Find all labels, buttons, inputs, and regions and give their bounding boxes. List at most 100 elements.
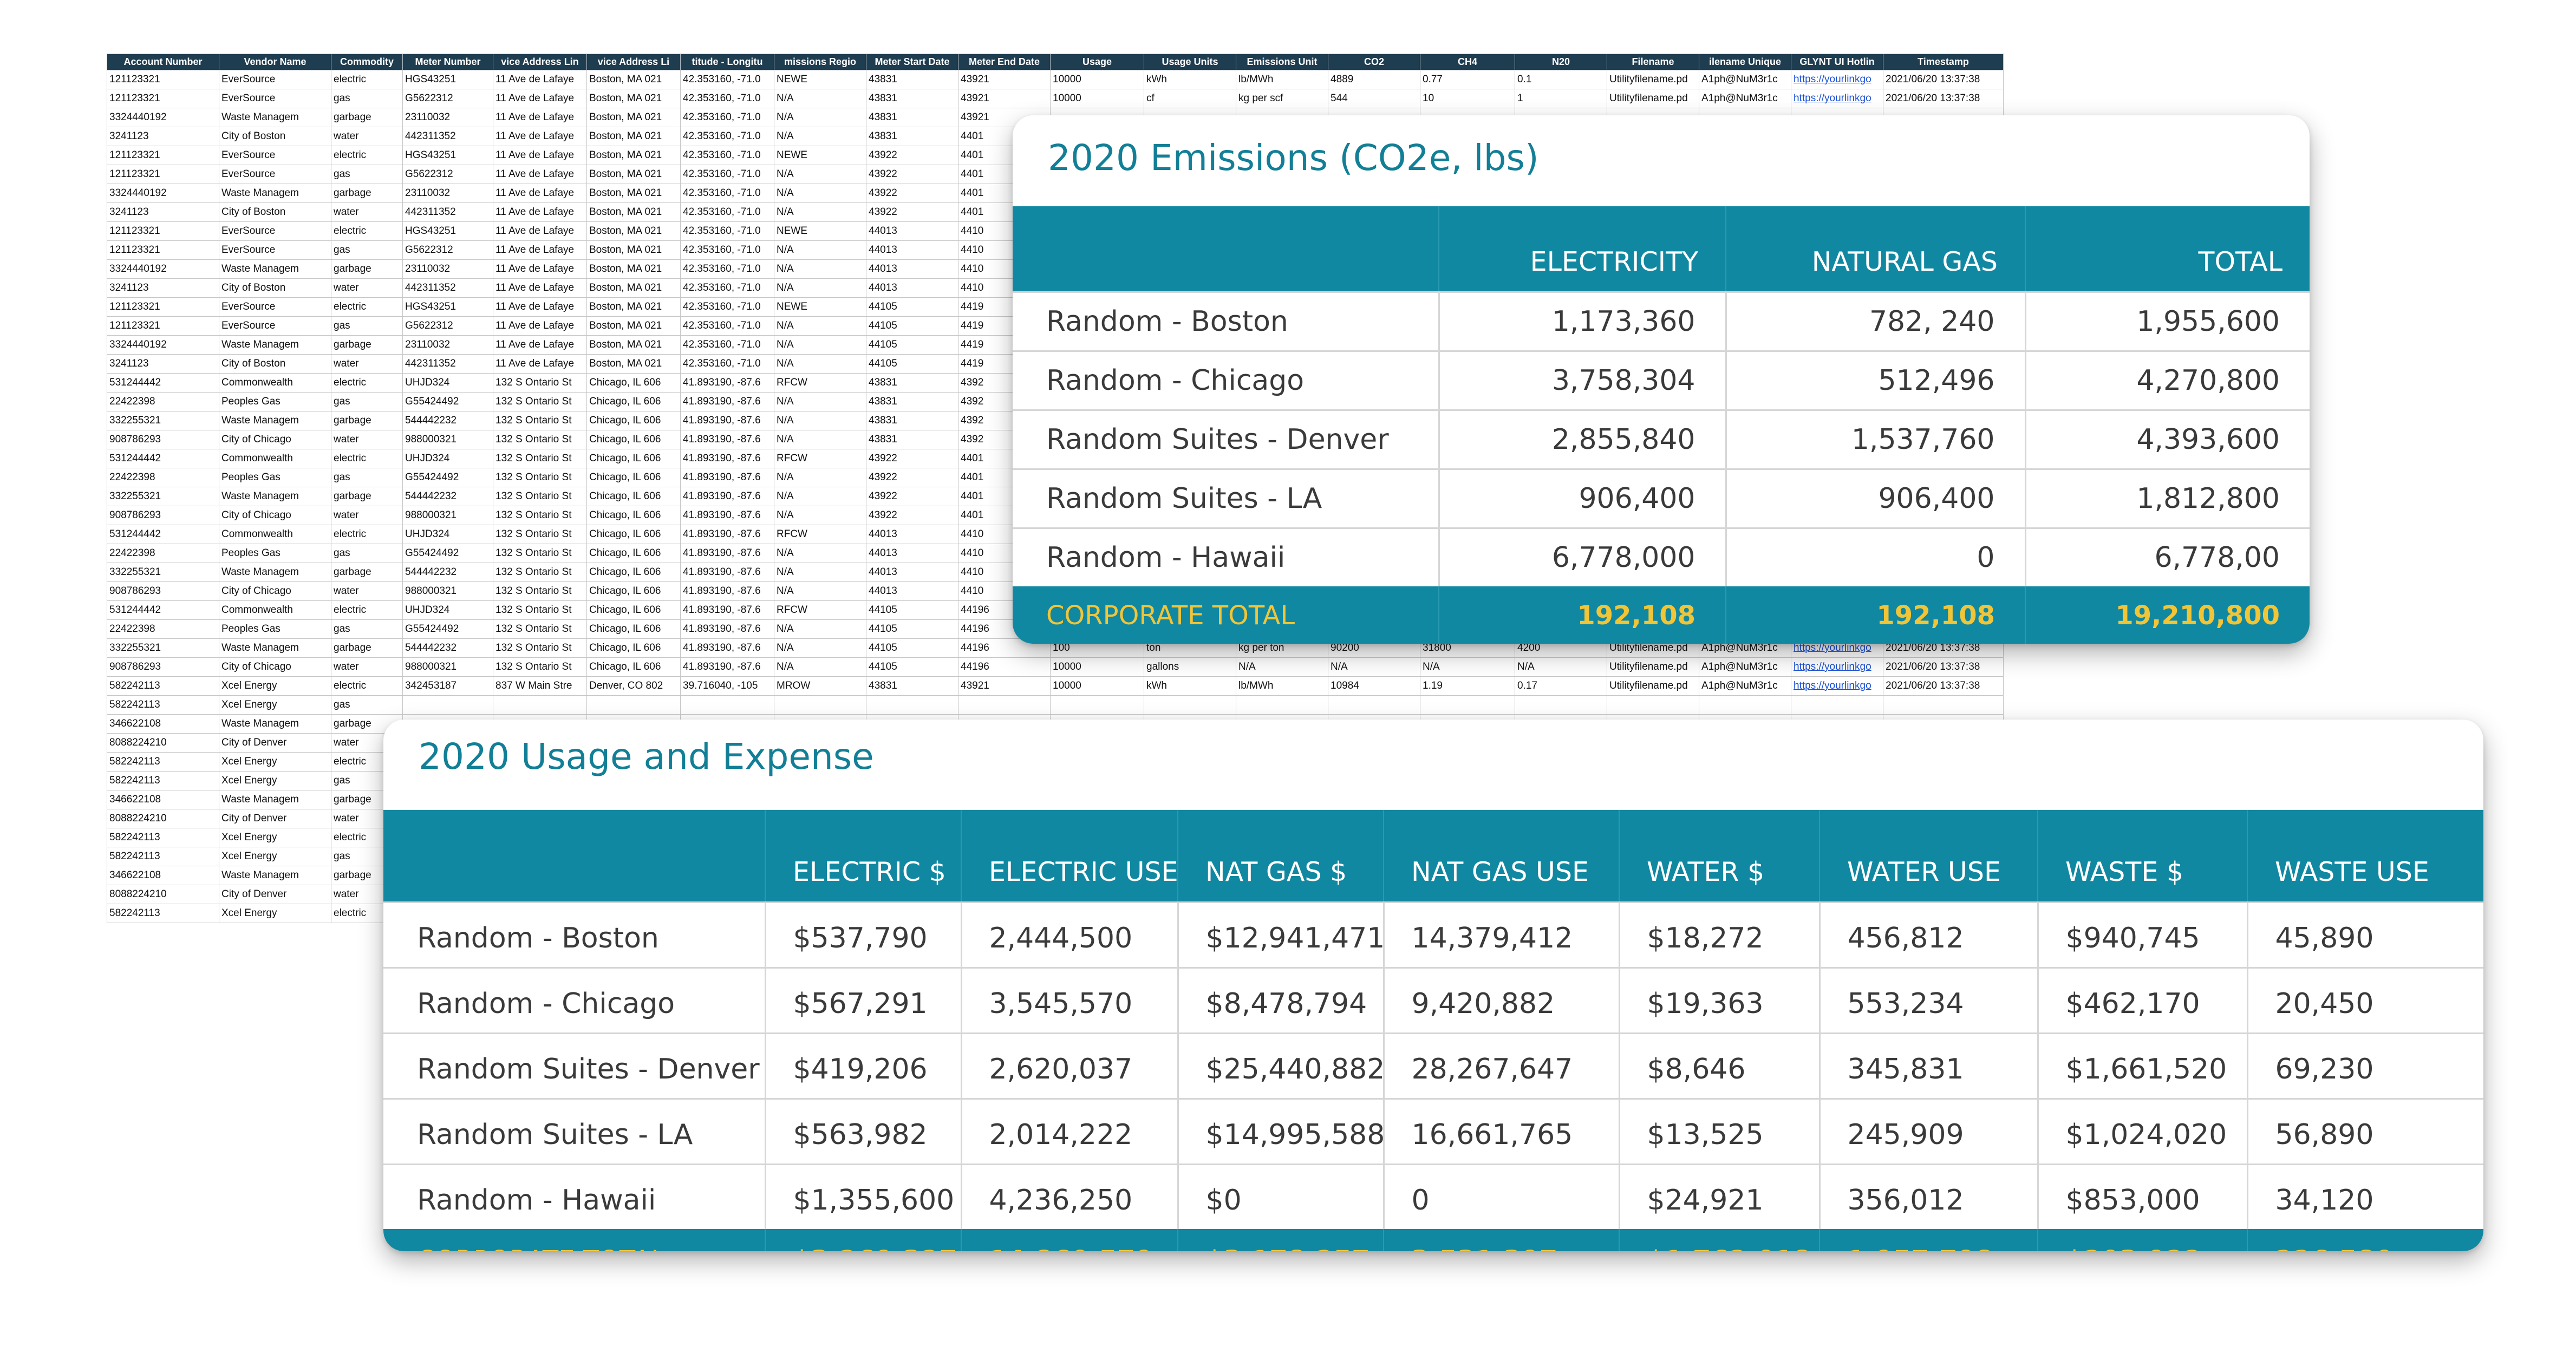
emissions-row: Random Suites - LA 906,400 906,400 1,812,80… — [1013, 468, 2310, 528]
usage-total-label: CORPORATE TOTAL — [383, 1229, 765, 1251]
spreadsheet-cell: N/A — [774, 240, 866, 260]
spreadsheet-cell: 11 Ave de Lafaye — [493, 108, 587, 127]
spreadsheet-cell: 132 S Ontario St — [493, 506, 587, 525]
spreadsheet-cell: 132 S Ontario St — [493, 600, 587, 620]
spreadsheet-cell: 1 — [1515, 89, 1607, 108]
spreadsheet-cell: 121123321 — [107, 316, 219, 336]
spreadsheet-column-header: ilename Unique — [1699, 54, 1791, 70]
emissions-value-cell: 512,496 — [1725, 350, 2025, 410]
spreadsheet-cell: EverSource — [219, 146, 331, 165]
spreadsheet-cell: water — [331, 202, 403, 222]
emissions-value-cell: 1,173,360 — [1438, 291, 1726, 351]
spreadsheet-cell: 582242113 — [107, 847, 219, 866]
spreadsheet-cell: N/A — [774, 184, 866, 203]
spreadsheet-cell: 41.893190, -87.6 — [680, 449, 774, 468]
spreadsheet-cell: electric — [331, 221, 403, 241]
usage-value-cell: 456,812 — [1818, 901, 2038, 968]
usage-value-cell: $462,170 — [2037, 967, 2247, 1034]
spreadsheet-cell: Peoples Gas — [219, 468, 331, 487]
emissions-value-cell: 0 — [1725, 527, 2025, 586]
spreadsheet-cell — [774, 695, 866, 715]
spreadsheet-cell: 10000 — [1050, 676, 1144, 696]
emissions-total-label: CORPORATE TOTAL — [1013, 586, 1439, 644]
usage-value-cell: $940,745 — [2037, 901, 2247, 968]
spreadsheet-cell: 43922 — [866, 202, 958, 222]
emissions-site-cell: Random - Hawaii — [1013, 527, 1439, 586]
spreadsheet-cell: Chicago, IL 606 — [586, 657, 681, 677]
spreadsheet-cell: 442311352 — [402, 354, 493, 374]
spreadsheet-cell — [866, 695, 958, 715]
spreadsheet-cell: 43831 — [866, 411, 958, 430]
spreadsheet-cell: 121123321 — [107, 165, 219, 184]
spreadsheet-cell: 44105 — [866, 600, 958, 620]
spreadsheet-cell: 132 S Ontario St — [493, 373, 587, 393]
spreadsheet-cell: water — [331, 127, 403, 146]
spreadsheet-cell: 42.353160, -71.0 — [680, 202, 774, 222]
spreadsheet-row: 121123321 EverSource gas G5622312 11 Ave de … — [107, 89, 2004, 108]
spreadsheet-cell: 332255321 — [107, 563, 219, 582]
spreadsheet-cell: Chicago, IL 606 — [586, 619, 681, 639]
spreadsheet-column-header: Meter Start Date — [866, 54, 958, 70]
spreadsheet-column-header: CO2 — [1328, 54, 1420, 70]
spreadsheet-cell: 3324440192 — [107, 259, 219, 279]
spreadsheet-cell: 908786293 — [107, 506, 219, 525]
spreadsheet-cell: City of Boston — [219, 202, 331, 222]
spreadsheet-cell: 11 Ave de Lafaye — [493, 202, 587, 222]
spreadsheet-cell: N/A — [774, 278, 866, 298]
spreadsheet-cell: 43921 — [958, 89, 1051, 108]
spreadsheet-cell: Chicago, IL 606 — [586, 411, 681, 430]
spreadsheet-cell: 43831 — [866, 373, 958, 393]
spreadsheet-cell: N/A — [774, 581, 866, 601]
spreadsheet-cell: electric — [331, 297, 403, 317]
spreadsheet-cell: NEWE — [774, 70, 866, 89]
spreadsheet-cell: 908786293 — [107, 657, 219, 677]
spreadsheet-cell: EverSource — [219, 316, 331, 336]
spreadsheet-cell: 11 Ave de Lafaye — [493, 184, 587, 203]
emissions-total-natural-gas: 192,108 — [1725, 586, 2025, 644]
spreadsheet-cell: EverSource — [219, 70, 331, 89]
spreadsheet-cell: G55424492 — [402, 392, 493, 411]
spreadsheet-cell: G55424492 — [402, 544, 493, 563]
usage-col-waste-use: WASTE USE — [2247, 810, 2483, 903]
usage-value-cell: 56,890 — [2246, 1098, 2483, 1165]
spreadsheet-cell: HGS43251 — [402, 221, 493, 241]
spreadsheet-cell — [1883, 695, 2004, 715]
spreadsheet-cell — [586, 695, 681, 715]
spreadsheet-cell: 44013 — [866, 525, 958, 544]
emissions-body: Random - Boston 1,173,360 782, 240 1,955,60… — [1013, 291, 2310, 586]
spreadsheet-cell: gas — [331, 316, 403, 336]
usage-value-cell: $0 — [1177, 1164, 1384, 1229]
spreadsheet-cell: N/A — [774, 563, 866, 582]
spreadsheet-cell: Xcel Energy — [219, 771, 331, 790]
spreadsheet-cell: 41.893190, -87.6 — [680, 581, 774, 601]
spreadsheet-cell: 11 Ave de Lafaye — [493, 89, 587, 108]
usage-table: ELECTRIC $ ELECTRIC USE NAT GAS $ NAT GA… — [383, 810, 2483, 1251]
emissions-table: ELECTRICITY NATURAL GAS TOTAL Random - B… — [1013, 206, 2310, 644]
spreadsheet-cell: 44105 — [866, 657, 958, 677]
spreadsheet-cell: 41.893190, -87.6 — [680, 600, 774, 620]
spreadsheet-cell: gas — [331, 392, 403, 411]
spreadsheet-cell: 582242113 — [107, 676, 219, 696]
spreadsheet-cell: 42.353160, -71.0 — [680, 335, 774, 355]
spreadsheet-cell: kg per scf — [1236, 89, 1328, 108]
spreadsheet-cell: 121123321 — [107, 89, 219, 108]
spreadsheet-cell: 11 Ave de Lafaye — [493, 316, 587, 336]
spreadsheet-cell: N/A — [774, 335, 866, 355]
spreadsheet-cell: 132 S Ontario St — [493, 468, 587, 487]
spreadsheet-cell: Commonwealth — [219, 600, 331, 620]
spreadsheet-cell: 44105 — [866, 619, 958, 639]
usage-value-cell: $12,941,471 — [1177, 901, 1385, 968]
spreadsheet-cell — [1791, 695, 1883, 715]
spreadsheet-cell: A1ph@NuM3r1c — [1699, 89, 1791, 108]
spreadsheet-cell: 582242113 — [107, 904, 219, 923]
spreadsheet-cell: Utilityfilename.pd — [1607, 657, 1699, 677]
usage-value-cell: $1,355,600 — [764, 1164, 961, 1229]
spreadsheet-cell: RFCW — [774, 373, 866, 393]
spreadsheet-cell: 544442232 — [402, 411, 493, 430]
spreadsheet-cell: electric — [331, 373, 403, 393]
emissions-total-row: CORPORATE TOTAL 192,108 192,108 19,210,8… — [1013, 586, 2310, 644]
spreadsheet-cell: 11 Ave de Lafaye — [493, 221, 587, 241]
emissions-col-electricity: ELECTRICITY — [1438, 206, 1726, 292]
spreadsheet-cell: Chicago, IL 606 — [586, 563, 681, 582]
spreadsheet-cell: 42.353160, -71.0 — [680, 89, 774, 108]
